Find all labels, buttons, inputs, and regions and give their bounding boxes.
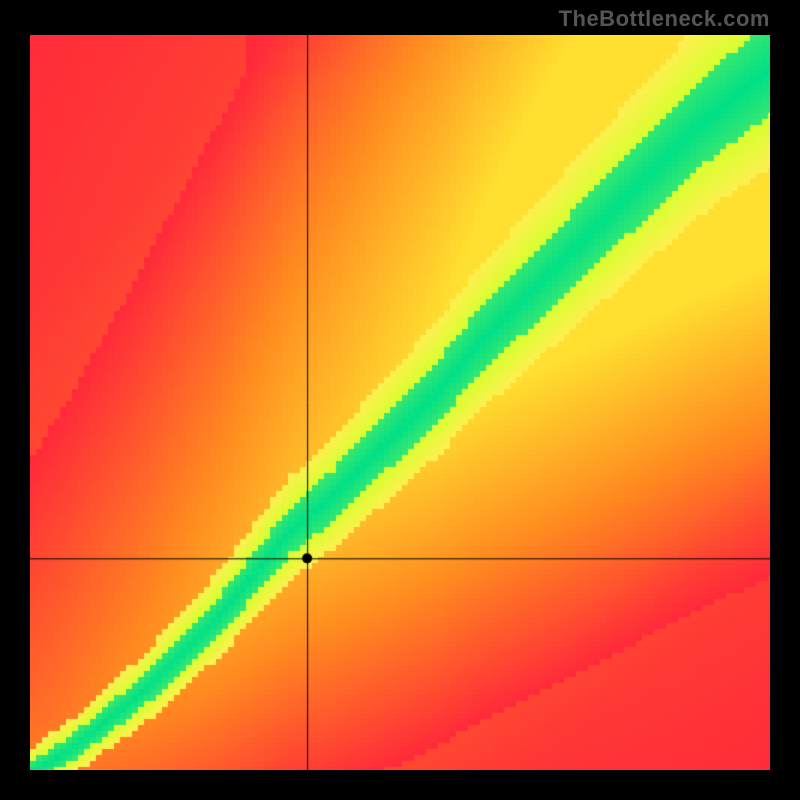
watermark-text: TheBottleneck.com: [559, 6, 770, 32]
chart-container: TheBottleneck.com: [0, 0, 800, 800]
heatmap-plot-area: [30, 35, 770, 770]
heatmap-canvas: [30, 35, 770, 770]
